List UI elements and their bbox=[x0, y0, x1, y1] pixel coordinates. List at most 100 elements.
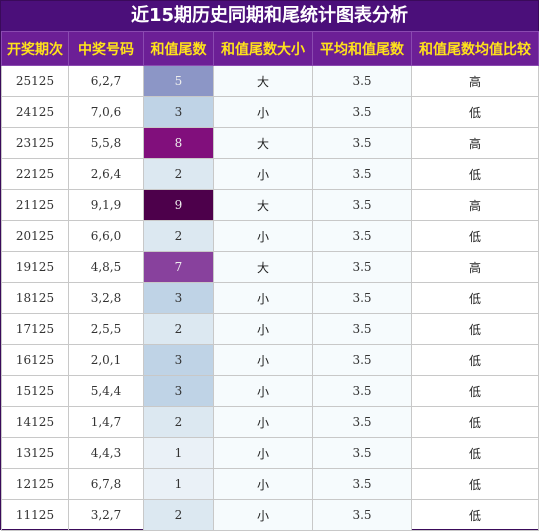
cell: 5,5,8 bbox=[68, 127, 144, 159]
cell: 19125 bbox=[1, 251, 69, 283]
cell: 高 bbox=[411, 127, 539, 159]
cell: 4,4,3 bbox=[68, 437, 144, 469]
cell: 21125 bbox=[1, 189, 69, 221]
cell: 3.5 bbox=[312, 468, 412, 500]
cell: 20125 bbox=[1, 220, 69, 252]
cell: 14125 bbox=[1, 406, 69, 438]
cell: 低 bbox=[411, 344, 539, 376]
cell: 大 bbox=[213, 65, 313, 97]
header-row: 开奖期次 中奖号码 和值尾数 和值尾数大小 平均和值尾数 和值尾数均值比较 bbox=[1, 31, 539, 66]
table-row: 25125 6,2,7 5 大 3.5 高 bbox=[1, 65, 539, 97]
heat-cell: 1 bbox=[143, 468, 214, 500]
cell: 2,5,5 bbox=[68, 313, 144, 345]
column-header: 平均和值尾数 bbox=[312, 31, 412, 66]
heat-cell: 2 bbox=[143, 406, 214, 438]
cell: 11125 bbox=[1, 499, 69, 531]
table-body: 25125 6,2,7 5 大 3.5 高 24125 7,0,6 3 小 3.5 低 23125 5,5… bbox=[1, 65, 539, 531]
cell: 小 bbox=[213, 344, 313, 376]
table-row: 13125 4,4,3 1 小 3.5 低 bbox=[1, 437, 539, 469]
cell: 5,4,4 bbox=[68, 375, 144, 407]
table-row: 16125 2,0,1 3 小 3.5 低 bbox=[1, 344, 539, 376]
cell: 9,1,9 bbox=[68, 189, 144, 221]
cell: 3.5 bbox=[312, 189, 412, 221]
heat-cell: 3 bbox=[143, 282, 214, 314]
cell: 3.5 bbox=[312, 251, 412, 283]
heat-cell: 5 bbox=[143, 65, 214, 97]
cell: 低 bbox=[411, 375, 539, 407]
column-header: 中奖号码 bbox=[68, 31, 144, 66]
cell: 小 bbox=[213, 499, 313, 531]
cell: 2,0,1 bbox=[68, 344, 144, 376]
cell: 7,0,6 bbox=[68, 96, 144, 128]
cell: 高 bbox=[411, 189, 539, 221]
cell: 3.5 bbox=[312, 344, 412, 376]
cell: 12125 bbox=[1, 468, 69, 500]
table-row: 17125 2,5,5 2 小 3.5 低 bbox=[1, 313, 539, 345]
table-row: 21125 9,1,9 9 大 3.5 高 bbox=[1, 189, 539, 221]
table-row: 11125 3,2,7 2 小 3.5 低 bbox=[1, 499, 539, 531]
heat-cell: 2 bbox=[143, 158, 214, 190]
table-row: 20125 6,6,0 2 小 3.5 低 bbox=[1, 220, 539, 252]
table-row: 15125 5,4,4 3 小 3.5 低 bbox=[1, 375, 539, 407]
cell: 24125 bbox=[1, 96, 69, 128]
cell: 小 bbox=[213, 437, 313, 469]
cell: 低 bbox=[411, 220, 539, 252]
title: 近15期历史同期和尾统计图表分析 bbox=[1, 1, 538, 31]
column-header: 开奖期次 bbox=[1, 31, 69, 66]
cell: 2,6,4 bbox=[68, 158, 144, 190]
column-header: 和值尾数大小 bbox=[213, 31, 313, 66]
cell: 高 bbox=[411, 65, 539, 97]
cell: 低 bbox=[411, 282, 539, 314]
table-row: 12125 6,7,8 1 小 3.5 低 bbox=[1, 468, 539, 500]
cell: 小 bbox=[213, 313, 313, 345]
heat-cell: 8 bbox=[143, 127, 214, 159]
cell: 23125 bbox=[1, 127, 69, 159]
cell: 3.5 bbox=[312, 499, 412, 531]
cell: 15125 bbox=[1, 375, 69, 407]
cell: 3.5 bbox=[312, 406, 412, 438]
cell: 18125 bbox=[1, 282, 69, 314]
table-row: 14125 1,4,7 2 小 3.5 低 bbox=[1, 406, 539, 438]
cell: 16125 bbox=[1, 344, 69, 376]
cell: 小 bbox=[213, 220, 313, 252]
cell: 小 bbox=[213, 96, 313, 128]
cell: 小 bbox=[213, 468, 313, 500]
column-header: 和值尾数均值比较 bbox=[411, 31, 539, 66]
heat-cell: 7 bbox=[143, 251, 214, 283]
cell: 3.5 bbox=[312, 220, 412, 252]
heat-cell: 2 bbox=[143, 220, 214, 252]
table-row: 18125 3,2,8 3 小 3.5 低 bbox=[1, 282, 539, 314]
table-row: 24125 7,0,6 3 小 3.5 低 bbox=[1, 96, 539, 128]
cell: 1,4,7 bbox=[68, 406, 144, 438]
heat-cell: 2 bbox=[143, 499, 214, 531]
cell: 小 bbox=[213, 282, 313, 314]
heat-cell: 3 bbox=[143, 96, 214, 128]
cell: 3.5 bbox=[312, 96, 412, 128]
heat-cell: 9 bbox=[143, 189, 214, 221]
table-row: 19125 4,8,5 7 大 3.5 高 bbox=[1, 251, 539, 283]
cell: 大 bbox=[213, 251, 313, 283]
table-row: 23125 5,5,8 8 大 3.5 高 bbox=[1, 127, 539, 159]
cell: 小 bbox=[213, 406, 313, 438]
cell: 高 bbox=[411, 251, 539, 283]
cell: 3.5 bbox=[312, 158, 412, 190]
cell: 大 bbox=[213, 189, 313, 221]
cell: 低 bbox=[411, 468, 539, 500]
cell: 大 bbox=[213, 127, 313, 159]
heat-cell: 3 bbox=[143, 344, 214, 376]
heat-cell: 1 bbox=[143, 437, 214, 469]
cell: 低 bbox=[411, 96, 539, 128]
heat-cell: 3 bbox=[143, 375, 214, 407]
cell: 3.5 bbox=[312, 65, 412, 97]
cell: 6,6,0 bbox=[68, 220, 144, 252]
heat-cell: 2 bbox=[143, 313, 214, 345]
cell: 22125 bbox=[1, 158, 69, 190]
cell: 3.5 bbox=[312, 313, 412, 345]
cell: 3.5 bbox=[312, 127, 412, 159]
cell: 小 bbox=[213, 158, 313, 190]
column-header: 和值尾数 bbox=[143, 31, 214, 66]
cell: 4,8,5 bbox=[68, 251, 144, 283]
cell: 小 bbox=[213, 375, 313, 407]
cell: 低 bbox=[411, 406, 539, 438]
